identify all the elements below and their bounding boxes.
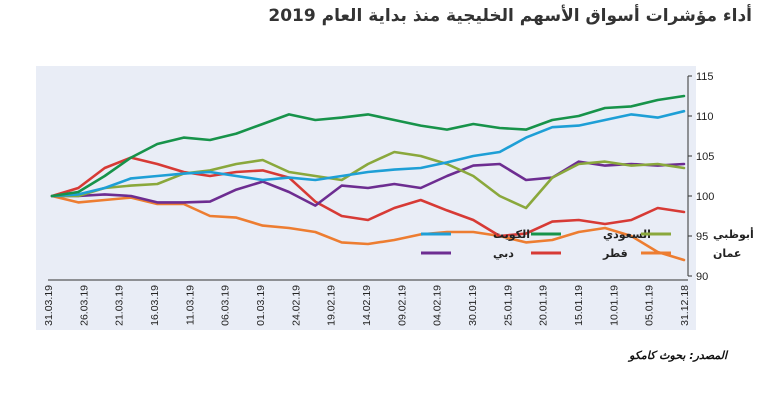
- y-tick-label: 115: [696, 71, 714, 83]
- source-note: المصدر: بحوث كامكو: [629, 349, 727, 362]
- series-line-3: [50, 160, 686, 207]
- legend-label: الكويت: [493, 229, 530, 241]
- x-tick-label: 31.12.18: [679, 285, 691, 326]
- series-line-0: [50, 109, 686, 198]
- x-tick-label: 16.03.19: [149, 285, 161, 326]
- series-line-5: [50, 194, 686, 262]
- x-tick-label: 15.01.19: [573, 285, 585, 326]
- x-tick-label: 09.02.19: [396, 285, 408, 326]
- x-tick-label: 04.02.19: [432, 285, 444, 326]
- x-tick-label: 06.03.19: [220, 285, 232, 326]
- chart-title: أداء مؤشرات أسواق الأسهم الخليجية منذ بد…: [268, 6, 752, 26]
- legend-label: السعودي: [603, 229, 651, 241]
- y-tick-label: 105: [696, 151, 714, 163]
- x-tick-label: 05.01.19: [644, 285, 656, 326]
- x-tick-label: 30.01.19: [467, 285, 479, 326]
- legend-label: قطر: [602, 248, 628, 260]
- x-tick-label: 21.03.19: [114, 285, 126, 326]
- x-tick-label: 26.03.19: [78, 285, 90, 326]
- x-tick-label: 19.02.19: [326, 285, 338, 326]
- series-line-2: [50, 150, 686, 210]
- y-tick-label: 100: [696, 191, 714, 203]
- legend-label: أبوظبي: [713, 227, 754, 241]
- x-tick-label: 01.03.19: [255, 285, 267, 326]
- series-line-1: [50, 94, 686, 198]
- x-tick-label: 20.01.19: [538, 285, 550, 326]
- y-tick-label: 110: [696, 111, 714, 123]
- series-line-4: [50, 156, 686, 238]
- y-tick-label: 95: [696, 231, 708, 243]
- x-tick-label: 14.02.19: [361, 285, 373, 326]
- legend-label: عمان: [713, 248, 741, 260]
- legend-label: دبي: [493, 248, 514, 260]
- x-tick-label: 25.01.19: [502, 285, 514, 326]
- y-tick-label: 90: [696, 271, 708, 283]
- x-tick-label: 10.01.19: [608, 285, 620, 326]
- x-tick-label: 24.02.19: [290, 285, 302, 326]
- x-tick-label: 31.03.19: [43, 285, 55, 326]
- x-tick-label: 11.03.19: [184, 285, 196, 325]
- plot-background: [36, 66, 696, 330]
